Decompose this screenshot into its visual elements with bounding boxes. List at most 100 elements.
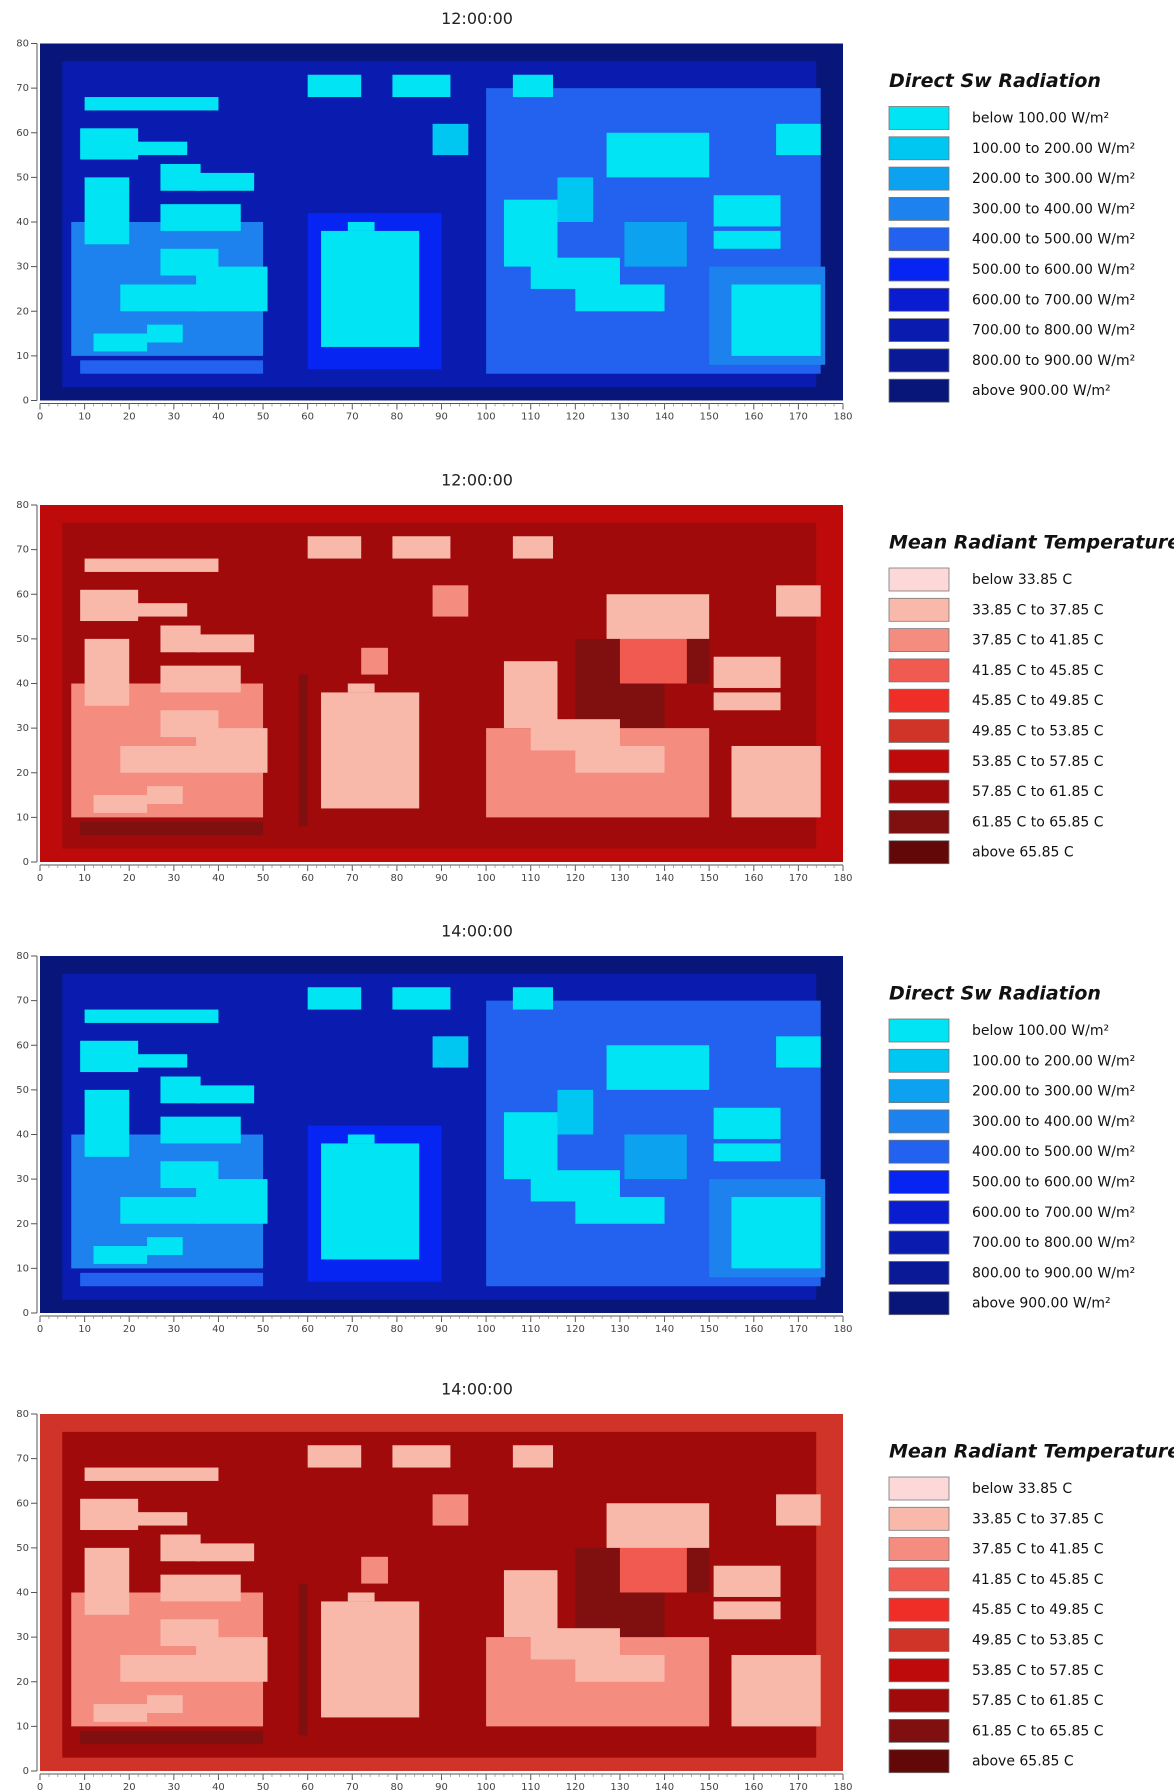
chart-title: 14:00:00 <box>441 922 513 941</box>
legend-label: 200.00 to 300.00 W/m² <box>972 1084 1135 1100</box>
legend-swatch <box>888 1230 950 1255</box>
map-block <box>84 1547 130 1615</box>
x-tick-label: 60 <box>301 1324 314 1335</box>
map-block <box>160 163 201 191</box>
x-tick-label: 100 <box>477 1782 496 1791</box>
y-tick-label: 20 <box>16 768 29 779</box>
legend-title: Mean Radiant Temperature <box>889 532 1174 554</box>
legend-label: 500.00 to 600.00 W/m² <box>972 262 1135 278</box>
y-tick-label: 10 <box>16 1721 29 1732</box>
map-block <box>160 1116 241 1144</box>
legend-label: 100.00 to 200.00 W/m² <box>972 1053 1135 1069</box>
x-tick-label: 40 <box>212 873 225 884</box>
legend-label: 33.85 C to 37.85 C <box>972 1511 1104 1527</box>
legend-swatch <box>888 257 950 282</box>
legend-label: 300.00 to 400.00 W/m² <box>972 201 1135 217</box>
y-tick-label: 70 <box>16 1454 29 1465</box>
legend-label: 400.00 to 500.00 W/m² <box>972 1144 1135 1160</box>
legend-swatch <box>888 1567 950 1592</box>
legend-label: above 65.85 C <box>972 845 1074 861</box>
legend-swatch <box>888 196 950 221</box>
map-block <box>196 172 255 191</box>
x-tick-label: 10 <box>78 1782 91 1791</box>
legend-label: 500.00 to 600.00 W/m² <box>972 1175 1135 1191</box>
map-block <box>196 1179 268 1224</box>
map-block <box>361 647 388 675</box>
map-block <box>432 123 469 156</box>
legend-swatch <box>888 840 950 865</box>
x-tick-label: 160 <box>744 412 763 423</box>
legend-label: 61.85 C to 65.85 C <box>972 1723 1104 1739</box>
map-block <box>713 1143 781 1162</box>
y-tick-label: 80 <box>16 39 29 50</box>
map-block <box>84 1009 219 1023</box>
x-tick-label: 80 <box>391 1324 404 1335</box>
x-tick-label: 100 <box>477 412 496 423</box>
legend-swatch <box>888 658 950 683</box>
map-block <box>196 1637 268 1682</box>
y-tick-label: 0 <box>23 1766 29 1777</box>
x-tick-label: 170 <box>789 873 808 884</box>
x-tick-label: 40 <box>212 412 225 423</box>
map-block <box>196 728 268 773</box>
legend-swatch <box>888 1139 950 1164</box>
map-block <box>160 1574 241 1602</box>
x-tick-label: 20 <box>123 1782 136 1791</box>
x-tick-label: 50 <box>257 873 270 884</box>
x-tick-label: 110 <box>521 1324 540 1335</box>
x-tick-label: 150 <box>700 873 719 884</box>
map-block <box>731 1196 821 1269</box>
x-tick-label: 170 <box>789 1782 808 1791</box>
y-tick-label: 20 <box>16 306 29 317</box>
x-tick-label: 130 <box>610 412 629 423</box>
map-block <box>307 74 362 98</box>
legend-label: 49.85 C to 53.85 C <box>972 724 1104 740</box>
map-block <box>160 204 241 231</box>
x-tick-label: 0 <box>37 1324 43 1335</box>
map-block <box>84 97 219 111</box>
y-tick-label: 0 <box>23 396 29 407</box>
x-tick-label: 0 <box>37 412 43 423</box>
x-tick-label: 60 <box>301 1782 314 1791</box>
x-tick-label: 110 <box>521 873 540 884</box>
legend-label: above 900.00 W/m² <box>972 383 1111 399</box>
map-block <box>84 1467 219 1481</box>
map-block <box>84 1089 130 1157</box>
legend-label: 53.85 C to 57.85 C <box>972 754 1104 770</box>
y-tick-label: 50 <box>16 1085 29 1096</box>
legend-swatch <box>888 597 950 622</box>
map-block <box>196 1543 255 1562</box>
x-tick-label: 50 <box>257 1782 270 1791</box>
panel: 14:00:000 10 20 30 40 50 60 70 80 90 100 110 120 130 1… <box>16 922 1135 1336</box>
x-tick-label: 110 <box>521 412 540 423</box>
map-block <box>120 1654 201 1682</box>
map-block <box>124 141 188 156</box>
x-tick-label: 140 <box>655 1782 674 1791</box>
map-block <box>512 536 554 559</box>
legend-swatch <box>888 1506 950 1531</box>
x-tick-label: 120 <box>566 873 585 884</box>
map-block <box>530 719 620 751</box>
legend-label: 49.85 C to 53.85 C <box>972 1633 1104 1649</box>
legend-label: 800.00 to 900.00 W/m² <box>972 1265 1135 1281</box>
y-tick-label: 60 <box>16 1498 29 1509</box>
y-tick-label: 70 <box>16 545 29 556</box>
map-block <box>530 1170 620 1202</box>
x-tick-label: 160 <box>744 1782 763 1791</box>
map-block <box>624 1134 687 1180</box>
map-block <box>392 74 451 98</box>
x-tick-label: 80 <box>391 1782 404 1791</box>
map-block <box>307 536 362 559</box>
map-block <box>512 987 554 1010</box>
y-tick-label: 50 <box>16 634 29 645</box>
legend-label: 41.85 C to 45.85 C <box>972 663 1104 679</box>
legend-label: 200.00 to 300.00 W/m² <box>972 171 1135 187</box>
legend-label: below 100.00 W/m² <box>972 1023 1109 1039</box>
x-tick-label: 70 <box>346 412 359 423</box>
x-tick-label: 20 <box>123 412 136 423</box>
legend-label: 700.00 to 800.00 W/m² <box>972 323 1135 339</box>
map-block <box>80 821 264 836</box>
legend-swatch <box>888 810 950 834</box>
map-block <box>160 1534 201 1562</box>
y-tick-label: 50 <box>16 1543 29 1554</box>
